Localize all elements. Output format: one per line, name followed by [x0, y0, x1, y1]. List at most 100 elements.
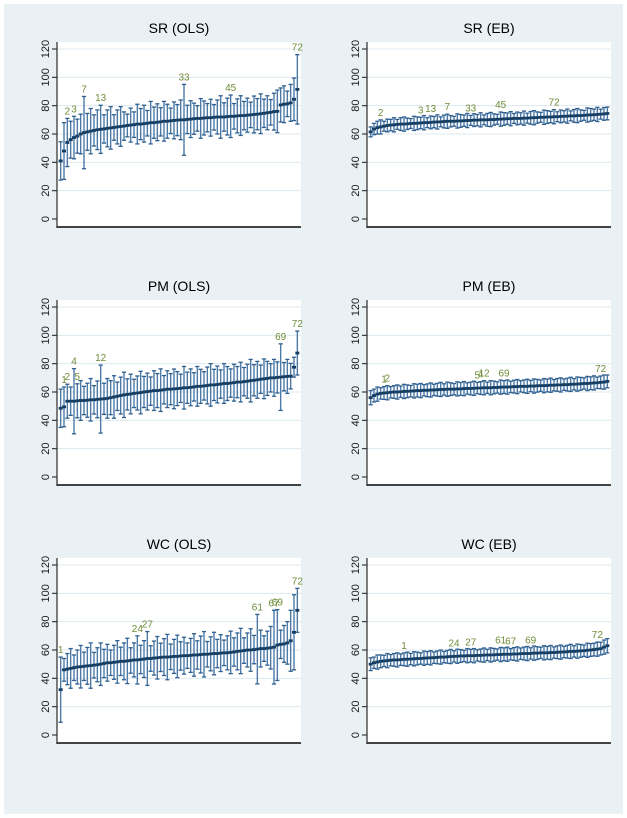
- figure-board: 0 20 40 60 80 100 120 2 3 7 13 33 45 72 SR (OLS) 0 20 40…: [4, 4, 623, 814]
- estimate-marker: [451, 654, 456, 658]
- estimate-marker: [441, 655, 446, 659]
- estimate-marker: [284, 102, 289, 106]
- y-tick-label: 100: [40, 584, 52, 602]
- estimate-marker: [504, 117, 509, 121]
- estimate-marker: [128, 123, 133, 127]
- estimate-marker: [534, 116, 539, 119]
- estimate-marker: [454, 654, 459, 658]
- estimate-marker: [141, 390, 146, 394]
- estimate-marker: [111, 395, 116, 399]
- estimate-marker: [74, 665, 79, 669]
- estimate-marker: [594, 647, 599, 651]
- estimate-marker: [461, 654, 466, 658]
- estimate-marker: [581, 382, 586, 385]
- estimate-marker: [398, 390, 403, 394]
- estimate-marker: [198, 384, 203, 388]
- estimate-marker: [74, 399, 79, 403]
- estimate-marker: [454, 119, 459, 123]
- estimate-marker: [261, 377, 266, 381]
- estimate-marker: [488, 653, 493, 657]
- estimate-marker: [524, 384, 529, 388]
- estimate-marker: [478, 386, 483, 390]
- estimate-marker: [111, 660, 116, 664]
- estimate-marker: [558, 115, 563, 118]
- estimate-marker: [258, 112, 263, 116]
- y-tick-label: 80: [40, 616, 52, 628]
- estimate-marker: [224, 651, 229, 655]
- estimate-marker: [411, 389, 416, 393]
- point-label: 5: [74, 372, 80, 383]
- estimate-marker: [388, 390, 393, 394]
- estimate-marker: [468, 387, 473, 390]
- estimate-marker: [101, 397, 106, 401]
- estimate-marker: [481, 118, 486, 122]
- estimate-marker: [204, 384, 209, 387]
- estimate-marker: [501, 385, 506, 389]
- estimate-marker: [578, 114, 583, 117]
- estimate-marker: [161, 655, 166, 659]
- y-tick-label: 60: [350, 128, 362, 140]
- estimate-marker: [591, 381, 596, 385]
- estimate-marker: [558, 383, 563, 387]
- estimate-marker: [474, 386, 479, 390]
- y-tick-label: 0: [350, 732, 362, 738]
- y-tick-label: 40: [350, 414, 362, 426]
- estimate-marker: [238, 649, 243, 653]
- estimate-marker: [584, 113, 589, 117]
- estimate-marker: [554, 115, 559, 119]
- estimate-marker: [148, 657, 153, 660]
- estimate-marker: [404, 657, 409, 661]
- estimate-marker: [218, 651, 223, 655]
- estimate-marker: [208, 383, 213, 387]
- estimate-marker: [594, 381, 599, 385]
- estimate-marker: [518, 384, 523, 388]
- estimate-marker: [598, 112, 603, 116]
- estimate-marker: [428, 120, 433, 124]
- y-tick-label: 80: [350, 358, 362, 370]
- estimate-marker: [551, 115, 556, 119]
- estimate-marker: [244, 379, 249, 383]
- estimate-marker: [578, 382, 583, 386]
- y-tick-label: 100: [40, 68, 52, 86]
- estimate-marker: [391, 390, 396, 394]
- estimate-marker: [84, 398, 89, 402]
- estimate-marker: [94, 397, 99, 401]
- y-tick-label: 80: [40, 100, 52, 112]
- estimate-marker: [208, 652, 213, 656]
- point-label: 4: [71, 357, 77, 368]
- chart-title-pm-eb: PM (EB): [462, 278, 515, 294]
- estimate-marker: [381, 391, 386, 395]
- estimate-marker: [458, 387, 463, 391]
- estimate-marker: [421, 388, 426, 392]
- estimate-marker: [448, 387, 453, 391]
- estimate-marker: [111, 126, 116, 129]
- estimate-marker: [238, 380, 243, 384]
- estimate-marker: [71, 136, 76, 139]
- estimate-marker: [274, 376, 279, 379]
- estimate-marker: [168, 387, 173, 391]
- estimate-marker: [228, 381, 233, 385]
- estimate-marker: [464, 119, 469, 122]
- chart-title-pm-ols: PM (OLS): [147, 278, 209, 294]
- y-tick-label: 120: [40, 556, 52, 574]
- estimate-marker: [474, 653, 479, 657]
- estimate-marker: [61, 405, 66, 409]
- estimate-marker: [171, 387, 176, 391]
- estimate-marker: [551, 383, 556, 387]
- estimate-marker: [164, 387, 169, 391]
- estimate-marker: [408, 657, 413, 661]
- estimate-marker: [181, 386, 186, 390]
- estimate-marker: [391, 658, 396, 662]
- estimate-marker: [114, 125, 119, 129]
- point-label: 24: [448, 639, 460, 650]
- estimate-marker: [484, 386, 489, 390]
- estimate-marker: [64, 667, 69, 671]
- point-label: 2: [64, 372, 70, 383]
- estimate-marker: [374, 392, 379, 396]
- estimate-marker: [241, 380, 246, 384]
- estimate-marker: [524, 116, 529, 120]
- estimate-marker: [448, 655, 453, 658]
- estimate-marker: [478, 118, 483, 122]
- point-label: 12: [95, 353, 107, 364]
- chart-title-wc-eb: WC (EB): [461, 536, 516, 552]
